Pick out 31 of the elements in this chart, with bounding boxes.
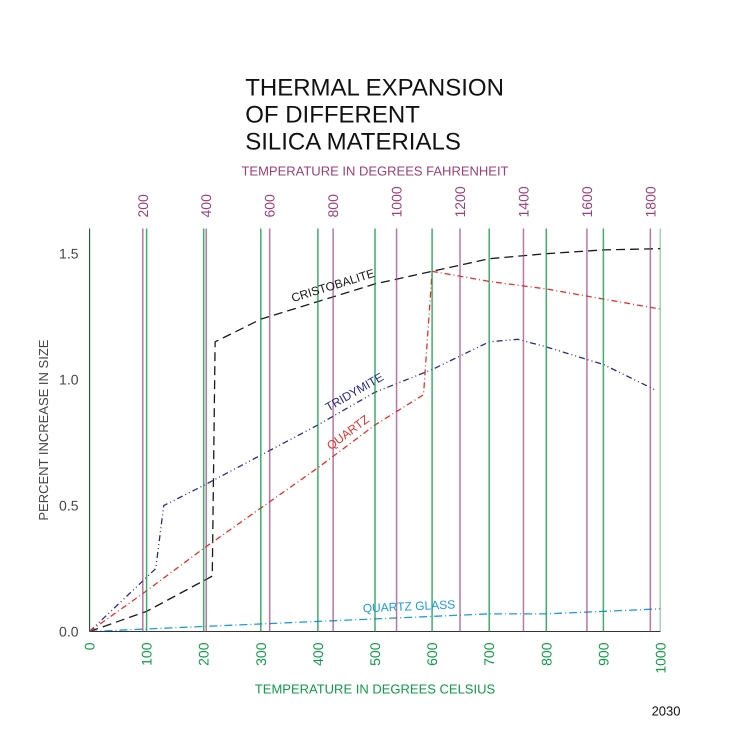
x-tick-label: 900 xyxy=(595,642,612,666)
text: 2030 xyxy=(652,704,680,718)
y-axis-title: PERCENT INCREASE IN SIZE xyxy=(36,339,52,521)
x-tick-label: 0 xyxy=(82,642,98,650)
x2-tick-label: 1800 xyxy=(642,186,658,218)
x2-tick-label: 1400 xyxy=(515,186,532,218)
line-series xyxy=(90,338,656,632)
x2-tick-label: 200 xyxy=(134,194,151,218)
x2-tick-label: 1200 xyxy=(452,186,468,218)
x-tick-label: 500 xyxy=(367,642,383,666)
series-label: QUARTZ GLASS xyxy=(362,597,456,616)
x2-axis-title: TEMPERATURE IN DEGREES FAHRENHEIT xyxy=(241,163,509,178)
y-tick-label: 1.0 xyxy=(59,372,79,388)
chart-title: THERMAL EXPANSION OF DIFFERENT SILICA MATERIALS xyxy=(245,74,504,156)
x-tick-label: 100 xyxy=(138,642,155,666)
x-tick-label: 600 xyxy=(424,642,440,666)
x-tick-label: 400 xyxy=(310,642,326,666)
x-tick-label: 800 xyxy=(538,642,554,666)
y-tick-label: 0.5 xyxy=(59,498,79,514)
x-tick-label: 1000 xyxy=(652,642,668,674)
x2-tick-label: 1600 xyxy=(578,186,595,218)
y-tick-label: 1.5 xyxy=(59,246,79,262)
x2-tick-label: 600 xyxy=(262,194,278,218)
x-tick-label: 200 xyxy=(196,642,212,666)
y-tick-label: 0.0 xyxy=(59,624,79,640)
x-axis-title: TEMPERATURE IN DEGREES CELSIUS xyxy=(254,682,496,697)
x2-tick-label: 1000 xyxy=(388,186,405,218)
x-tick-label: 300 xyxy=(252,642,269,666)
x2-tick-label: 400 xyxy=(198,194,214,218)
x2-tick-label: 800 xyxy=(325,194,342,218)
x-tick-label: 700 xyxy=(481,642,498,666)
